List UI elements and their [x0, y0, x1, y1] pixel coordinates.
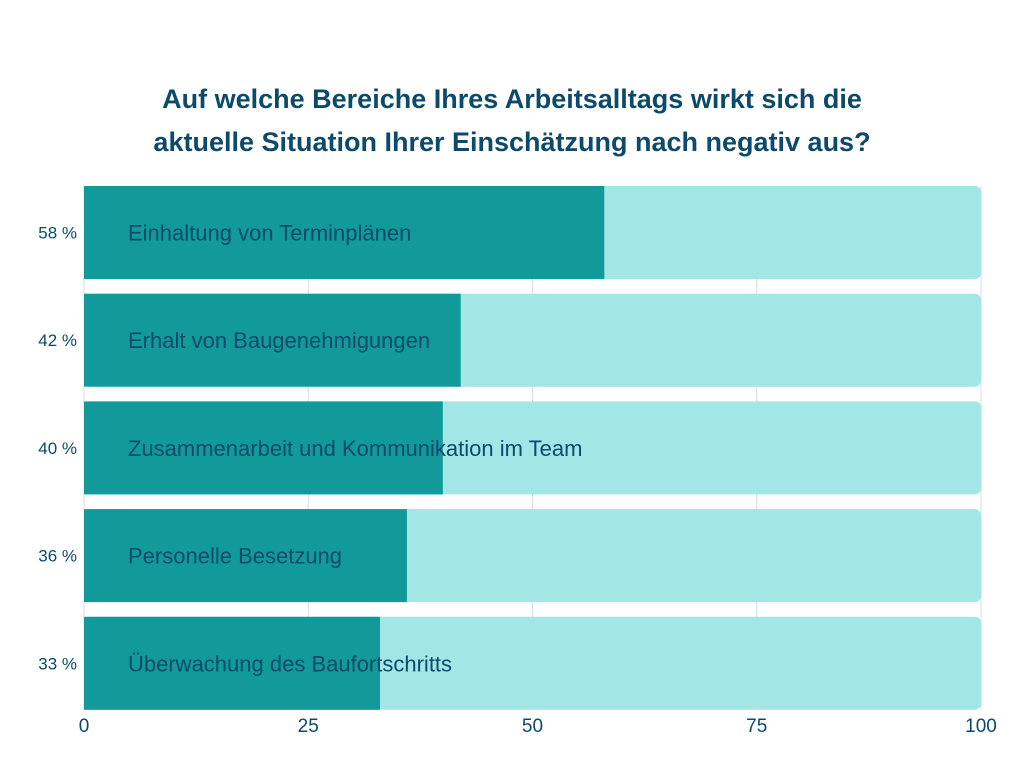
chart-title-line-2: aktuelle Situation Ihrer Einschätzung na… — [153, 127, 871, 157]
x-tick-label: 100 — [965, 716, 997, 737]
x-tick-label: 75 — [746, 716, 767, 737]
bar-row: Zusammenarbeit und Kommunikation im Team — [84, 401, 981, 495]
bar-category-label: Einhaltung von Terminplänen — [128, 221, 411, 246]
bar-value — [84, 616, 381, 710]
bar-category-label: Personelle Besetzung — [128, 544, 342, 569]
x-axis-ticks: 0 25 50 75 100 — [79, 716, 997, 737]
value-label: 33 % — [38, 654, 77, 673]
bar-category-label: Überwachung des Baufortschritts — [128, 651, 452, 676]
x-tick-label: 25 — [298, 716, 319, 737]
value-label: 58 % — [38, 224, 77, 243]
bar-value — [84, 401, 443, 495]
value-label: 40 % — [38, 439, 77, 458]
x-tick-label: 0 — [79, 716, 90, 737]
chart-title: Auf welche Bereiche Ihres Arbeitsalltags… — [0, 78, 1024, 164]
bars: Einhaltung von Terminplänen Erhalt von Ba… — [84, 186, 981, 710]
chart-title-line-1: Auf welche Bereiche Ihres Arbeitsalltags… — [162, 84, 862, 114]
value-label: 42 % — [38, 331, 77, 350]
bar-value — [84, 509, 407, 603]
bar-value — [84, 186, 605, 279]
bar-value — [84, 293, 461, 387]
value-label: 36 % — [38, 547, 77, 566]
bar-category-label: Zusammenarbeit und Kommunikation im Team — [128, 436, 582, 461]
value-labels: 58 % 42 % 40 % 36 % 33 % — [38, 224, 77, 674]
bar-category-label: Erhalt von Baugenehmigungen — [128, 328, 430, 353]
bar-row: Erhalt von Baugenehmigungen — [84, 293, 981, 387]
bar-row: Personelle Besetzung — [84, 509, 981, 603]
bar-row: Einhaltung von Terminplänen — [84, 186, 981, 279]
x-tick-label: 50 — [522, 716, 543, 737]
bar-row: Überwachung des Baufortschritts — [84, 616, 981, 710]
